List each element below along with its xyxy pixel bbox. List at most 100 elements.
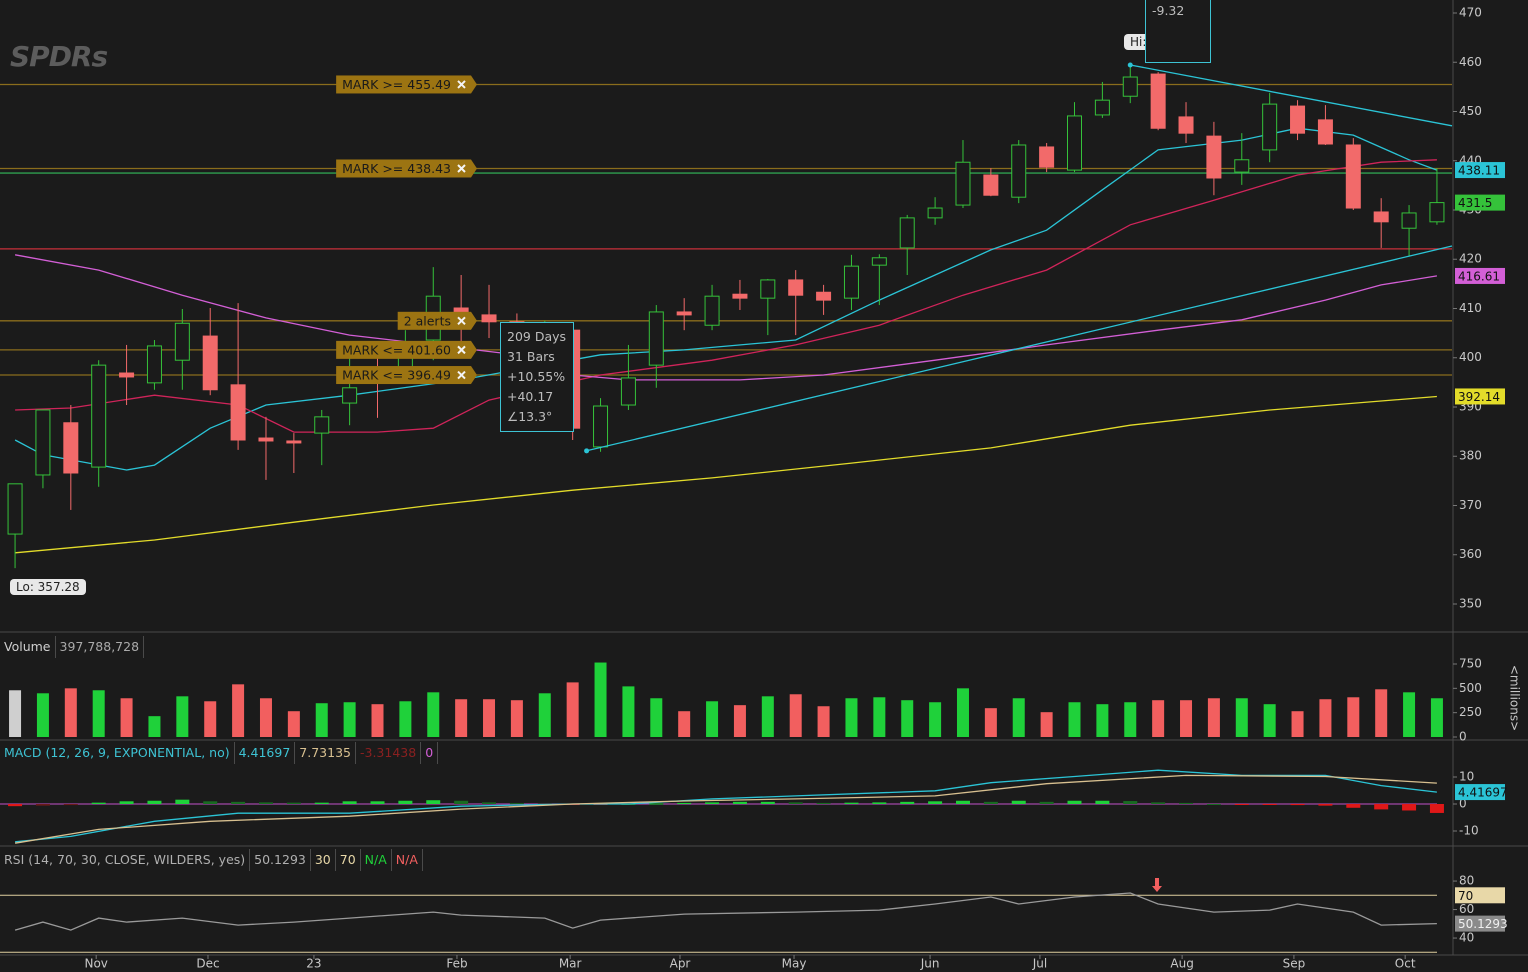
measure-text: +10.55% [507,369,566,384]
alert-remove-icon[interactable] [457,345,466,355]
trendline [586,245,1453,452]
header-value: 70 [336,849,361,871]
y-tick-label: 500 [1459,681,1482,695]
value-box [1455,162,1505,179]
histogram-bar [732,801,747,805]
alert-box [336,340,471,359]
volume-bar [1235,698,1248,737]
alert-label: MARK <= 396.49 [342,368,451,383]
volume-bar [315,703,328,737]
candle-body [119,372,135,378]
volume-bar [120,698,133,737]
histogram-bar [1095,800,1110,805]
measure-box: 209 Days 31 Bars +10.55% +40.17 ∠13.3° [500,322,574,432]
candle-body [230,384,246,441]
alert-label: MARK >= 438.43 [342,161,451,176]
macd-line [15,769,1437,843]
histogram-bar [175,799,190,805]
value-box-label: 416.61 [1458,269,1500,283]
volume-bar [1207,698,1220,737]
candle-body [816,291,832,301]
volume-bar [761,696,774,737]
histogram-bar [1290,804,1305,806]
value-box [1455,915,1505,932]
histogram-bar [203,801,218,805]
candle-body [342,387,358,404]
histogram-bar [677,802,692,805]
y-tick-label: 400 [1459,350,1482,364]
histogram-bar [258,802,273,805]
value-box-label: 392.14 [1458,390,1500,404]
candle-body [1011,144,1027,198]
histogram-bar [1179,802,1194,805]
volume-bar [1430,698,1443,737]
volume-bar [455,699,468,737]
volume-bar [483,699,496,737]
y-tick-label: 80 [1459,874,1474,888]
histogram-bar [482,802,497,805]
candle-body [676,311,692,316]
clipped-measure-box: -9.32 [1145,0,1211,63]
candle-body [1067,115,1083,171]
rsi-header: RSI (14, 70, 30, CLOSE, WILDERS, yes) 50… [0,849,423,871]
logo: SPDRs [10,40,108,73]
histogram-bar [1318,804,1333,806]
candle-body [955,161,971,206]
candle-body [7,483,23,535]
volume-bar [1403,692,1416,737]
volume-bar [706,701,719,737]
candle-body [314,416,330,434]
histogram-bar [119,801,134,805]
candle-body [63,422,79,474]
y-tick-label: 360 [1459,547,1482,561]
alert-remove-icon[interactable] [457,370,466,380]
volume-bar [538,693,551,737]
volume-bar [1375,689,1388,737]
candle-body [593,405,609,448]
measure-text: -9.32 [1152,3,1185,18]
candle-body [843,265,859,299]
alert-label: 2 alerts [404,313,451,328]
volume-bar [343,702,356,737]
histogram-bar [8,804,23,807]
volume-bar [259,698,272,737]
y-tick-label: -10 [1459,824,1479,838]
candle-body [258,437,274,442]
value-box-label: 50.1293 [1458,917,1508,931]
histogram-bar [1234,804,1249,806]
header-value: -3.31438 [356,742,422,764]
value-box [1455,388,1505,405]
y-tick-label: 750 [1459,656,1482,670]
candle-body [927,207,943,219]
candle-body [760,279,776,299]
x-tick-label: Jun [920,957,940,971]
header-title: RSI (14, 70, 30, CLOSE, WILDERS, yes) [0,849,251,871]
volume-bar [1152,700,1165,737]
y-tick-label: 350 [1459,596,1482,610]
measure-text: 209 Days [507,329,567,344]
header-title: Volume [0,636,56,658]
volume-bar [929,702,942,737]
header-value: 4.41697 [235,742,296,764]
volume-axis-label: <millions> [1508,665,1522,731]
volume-bar [622,686,635,737]
histogram-bar [983,801,998,805]
moving-average [15,159,1437,433]
alert-remove-icon[interactable] [457,316,466,326]
candle-body [1373,211,1389,223]
volume-bar [1180,700,1193,737]
histogram-bar [426,800,441,805]
x-tick-label: Feb [446,957,467,971]
histogram-bar [1067,800,1082,805]
volume-bar [232,684,245,737]
alert-remove-icon[interactable] [457,164,466,173]
macd-line [14,774,1437,844]
alert-remove-icon[interactable] [457,80,466,89]
header-value: 30 [311,849,336,871]
y-tick-label: 460 [1459,55,1482,69]
x-tick-label: Aug [1170,957,1193,971]
alert-box-tip [471,75,477,94]
histogram-bar [147,800,162,805]
candle-body [1094,99,1110,116]
volume-bar [36,693,49,737]
